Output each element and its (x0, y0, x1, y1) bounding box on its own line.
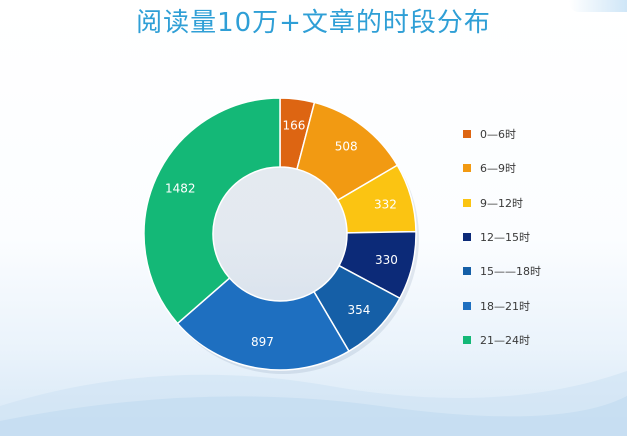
legend-label: 6—9时 (480, 162, 516, 176)
legend-item: 15——18时 (463, 254, 541, 288)
donut-slice (176, 277, 351, 371)
legend-item: 6—9时 (463, 151, 541, 185)
donut-slice (143, 97, 281, 325)
legend-label: 18—21时 (480, 299, 530, 313)
legend-label: 0—6时 (480, 128, 516, 142)
legend-item: 0—6时 (463, 117, 541, 151)
legend-swatch (463, 198, 471, 207)
corner-logo-badge (569, 0, 627, 12)
slice-value-label: 330 (375, 253, 398, 267)
legend-label: 21—24时 (480, 333, 530, 347)
legend-label: 12—15时 (480, 231, 530, 245)
slice-value-label: 1482 (165, 182, 196, 196)
slice-value-label: 897 (251, 335, 274, 349)
slice-value-label: 332 (374, 197, 397, 211)
legend-item: 12—15时 (463, 220, 541, 254)
slice-value-label: 354 (347, 303, 370, 317)
legend-swatch (463, 335, 471, 344)
slice-value-label: 166 (283, 118, 306, 132)
legend-item: 9—12时 (463, 186, 541, 220)
legend-label: 15——18时 (480, 265, 541, 279)
page-title: 阅读量10万+文章的时段分布 (136, 8, 491, 38)
legend-swatch (463, 130, 471, 139)
legend-item: 18—21时 (463, 288, 541, 322)
legend-swatch (463, 267, 471, 276)
slice-value-label: 508 (335, 140, 358, 154)
chart-legend: 0—6时 6—9时 9—12时 12—15时 15——18时 18—21时 21—24时 (463, 117, 541, 357)
background-wave-decoration (0, 371, 627, 436)
legend-swatch (463, 233, 471, 242)
legend-item: 21—24时 (463, 323, 541, 357)
legend-label: 9—12时 (480, 196, 523, 210)
legend-swatch (463, 301, 471, 310)
legend-swatch (463, 164, 471, 173)
